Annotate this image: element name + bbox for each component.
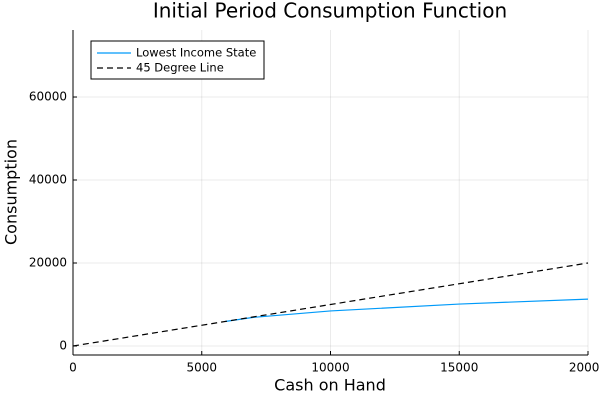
y-tick-label: 0	[59, 338, 67, 352]
x-tick-label: 5000	[186, 361, 217, 375]
series-line	[224, 298, 589, 323]
x-tick-label: 10000	[311, 361, 349, 375]
legend-label: 45 Degree Line	[136, 61, 224, 75]
y-tick-label: 40000	[29, 173, 67, 187]
legend-label: Lowest Income State	[136, 46, 256, 60]
x-tick-label: 20000	[569, 361, 600, 375]
x-tick-label: 0	[69, 361, 77, 375]
y-tick-label: 20000	[29, 256, 67, 270]
series-line	[72, 262, 589, 347]
x-tick-label: 15000	[440, 361, 478, 375]
x-axis-label: Cash on Hand	[274, 376, 386, 395]
y-tick-label: 60000	[29, 90, 67, 104]
legend-box	[90, 40, 265, 80]
y-axis-label: Consumption	[2, 139, 21, 245]
chart-title: Initial Period Consumption Function	[153, 0, 507, 23]
